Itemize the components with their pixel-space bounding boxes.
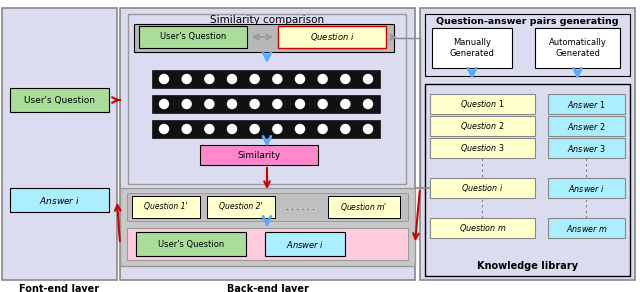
- Text: Question $m$: Question $m$: [459, 222, 506, 234]
- Bar: [127, 193, 408, 221]
- Bar: [132, 196, 200, 218]
- Circle shape: [273, 74, 282, 84]
- Circle shape: [318, 100, 327, 109]
- Circle shape: [364, 100, 372, 109]
- Bar: [548, 94, 625, 114]
- Bar: [548, 116, 625, 136]
- Bar: [136, 232, 246, 256]
- Text: Answer $i$: Answer $i$: [568, 182, 605, 194]
- Bar: [134, 24, 394, 52]
- Text: Knowledge library: Knowledge library: [477, 261, 578, 271]
- Circle shape: [182, 124, 191, 133]
- Bar: [139, 26, 247, 48]
- Circle shape: [250, 124, 259, 133]
- Bar: [548, 178, 625, 198]
- Text: Manually
Generated: Manually Generated: [449, 38, 495, 58]
- Circle shape: [227, 74, 237, 84]
- Bar: [328, 196, 400, 218]
- Text: . . . . . .: . . . . . .: [285, 202, 314, 211]
- Circle shape: [296, 100, 305, 109]
- Bar: [425, 84, 630, 276]
- Circle shape: [296, 124, 305, 133]
- Circle shape: [205, 100, 214, 109]
- Bar: [430, 138, 535, 158]
- Bar: [152, 95, 380, 113]
- Bar: [152, 120, 380, 138]
- Circle shape: [341, 124, 350, 133]
- Bar: [548, 218, 625, 238]
- Bar: [152, 70, 380, 88]
- Text: Question 2': Question 2': [219, 202, 263, 211]
- Text: Answer $1$: Answer $1$: [567, 98, 606, 110]
- Circle shape: [159, 74, 168, 84]
- Circle shape: [318, 124, 327, 133]
- Text: Answer $m$: Answer $m$: [566, 223, 607, 234]
- Circle shape: [182, 100, 191, 109]
- Circle shape: [159, 124, 168, 133]
- Text: Question $i$: Question $i$: [461, 182, 504, 194]
- Bar: [420, 8, 635, 280]
- Bar: [430, 94, 535, 114]
- Circle shape: [205, 74, 214, 84]
- Bar: [120, 188, 415, 266]
- Text: User's Question: User's Question: [24, 95, 95, 105]
- Bar: [430, 178, 535, 198]
- Text: Answer $2$: Answer $2$: [567, 121, 606, 131]
- Text: Question-answer pairs generating: Question-answer pairs generating: [436, 18, 619, 27]
- Circle shape: [273, 124, 282, 133]
- Text: User's Question: User's Question: [160, 32, 226, 41]
- Bar: [432, 28, 512, 68]
- Text: Font-end layer: Font-end layer: [19, 284, 100, 292]
- Circle shape: [273, 100, 282, 109]
- Bar: [10, 188, 109, 212]
- Bar: [120, 8, 415, 280]
- Circle shape: [250, 74, 259, 84]
- Bar: [430, 218, 535, 238]
- Text: Similarity: Similarity: [237, 150, 280, 159]
- Text: User's Question: User's Question: [158, 239, 224, 248]
- Text: Question $m$': Question $m$': [340, 201, 388, 213]
- Text: Question $2$: Question $2$: [460, 120, 505, 132]
- Circle shape: [182, 74, 191, 84]
- Text: Back-end layer: Back-end layer: [227, 284, 308, 292]
- Bar: [548, 138, 625, 158]
- Text: Question 1': Question 1': [144, 202, 188, 211]
- Text: Answer $3$: Answer $3$: [567, 142, 606, 154]
- Circle shape: [341, 100, 350, 109]
- Circle shape: [227, 124, 237, 133]
- Circle shape: [364, 124, 372, 133]
- Bar: [265, 232, 345, 256]
- Circle shape: [318, 74, 327, 84]
- Bar: [127, 228, 408, 260]
- Text: Question $1$: Question $1$: [460, 98, 505, 110]
- Bar: [128, 14, 406, 184]
- Bar: [2, 8, 117, 280]
- Text: Question $i$: Question $i$: [310, 31, 354, 43]
- Bar: [535, 28, 620, 68]
- Bar: [10, 88, 109, 112]
- Text: Answer $i$: Answer $i$: [39, 194, 80, 206]
- Bar: [200, 145, 318, 165]
- Circle shape: [205, 124, 214, 133]
- Text: Similarity comparison: Similarity comparison: [210, 15, 324, 25]
- Circle shape: [341, 74, 350, 84]
- Text: Question $3$: Question $3$: [460, 142, 505, 154]
- Text: Answer $i$: Answer $i$: [286, 239, 324, 249]
- Circle shape: [227, 100, 237, 109]
- Bar: [425, 14, 630, 76]
- Circle shape: [250, 100, 259, 109]
- Text: Automatically
Generated: Automatically Generated: [548, 38, 607, 58]
- Circle shape: [159, 100, 168, 109]
- Bar: [430, 116, 535, 136]
- Bar: [278, 26, 386, 48]
- Circle shape: [364, 74, 372, 84]
- Circle shape: [296, 74, 305, 84]
- Bar: [207, 196, 275, 218]
